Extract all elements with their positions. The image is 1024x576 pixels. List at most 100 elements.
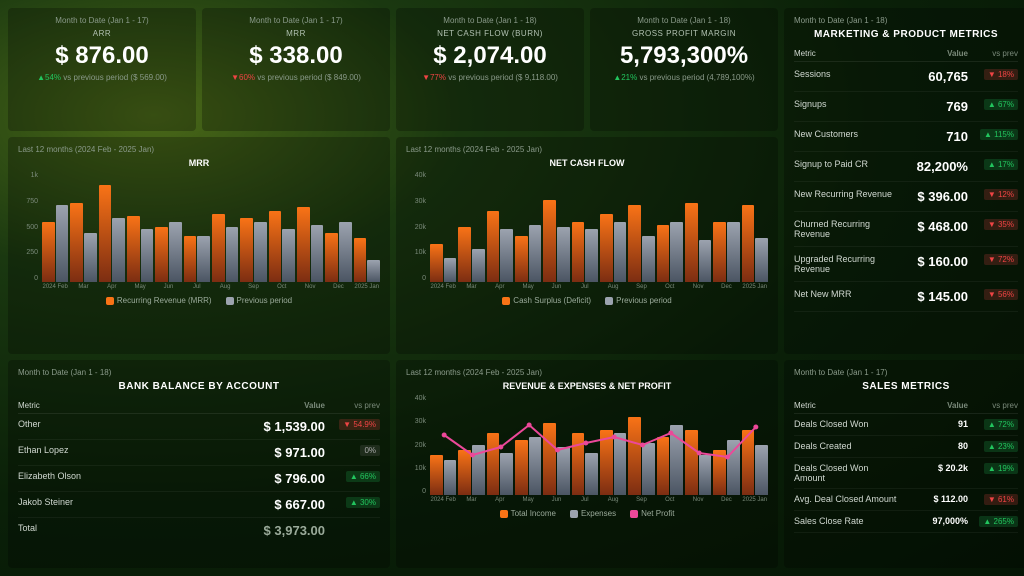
- table-row: New Customers710▲ 115%: [794, 122, 1018, 152]
- bar: [670, 222, 683, 283]
- delta-badge: ▲ 265%: [979, 516, 1018, 527]
- table-row: Other$ 1,539.00▼ 54.9%: [18, 414, 380, 440]
- table-row: Churned Recurring Revenue$ 468.00▼ 35%: [794, 212, 1018, 247]
- bar: [628, 205, 641, 282]
- bar: [529, 225, 542, 282]
- bar: [727, 222, 740, 283]
- bar: [529, 437, 542, 495]
- bar: [685, 203, 698, 282]
- bar: [444, 460, 457, 495]
- delta-badge: ▲ 23%: [984, 441, 1018, 452]
- bar: [127, 216, 140, 282]
- triangle-up-icon: ▲: [37, 73, 45, 82]
- table-row: Jakob Steiner$ 667.00▲ 30%: [18, 492, 380, 518]
- revenue-chart: Last 12 months (2024 Feb - 2025 Jan) REV…: [396, 360, 778, 568]
- bar: [585, 453, 598, 495]
- bar: [184, 236, 197, 282]
- table-row: Signups769▲ 67%: [794, 92, 1018, 122]
- bar: [657, 225, 670, 282]
- bar: [713, 450, 726, 495]
- delta-badge: ▲ 67%: [984, 99, 1018, 110]
- bar: [472, 249, 485, 282]
- bar: [444, 258, 457, 282]
- period-label: Month to Date (Jan 1 - 17): [18, 16, 186, 25]
- bar: [699, 455, 712, 495]
- bar: [56, 205, 69, 282]
- bar: [339, 222, 352, 283]
- bar: [354, 238, 367, 282]
- bar: [84, 233, 97, 283]
- bar: [742, 430, 755, 495]
- bar: [311, 225, 324, 282]
- table-row: Signup to Paid CR82,200%▲ 17%: [794, 152, 1018, 182]
- marketing-metrics: Month to Date (Jan 1 - 18) MARKETING & P…: [784, 8, 1024, 354]
- bar: [699, 240, 712, 282]
- bar: [297, 207, 310, 282]
- mrr-chart: Last 12 months (2024 Feb - 2025 Jan) MRR…: [8, 137, 390, 354]
- bar: [500, 229, 513, 282]
- bar: [226, 227, 239, 282]
- table-row: Avg. Deal Closed Amount$ 112.00▼ 61%: [794, 489, 1018, 511]
- sales-table: MetricValuevs prev Deals Closed Won91▲ 7…: [794, 398, 1018, 533]
- delta-badge: ▼ 56%: [984, 289, 1018, 300]
- bar: [600, 430, 613, 495]
- legend-swatch-icon: [502, 297, 510, 305]
- bar: [600, 214, 613, 282]
- bar: [572, 433, 585, 495]
- bar: [155, 227, 168, 282]
- dashboard-grid: Month to Date (Jan 1 - 17) ARR $ 876.00 …: [8, 8, 1016, 568]
- bar: [713, 222, 726, 283]
- kpi-label: ARR: [18, 29, 186, 38]
- legend-swatch-icon: [605, 297, 613, 305]
- bar: [572, 222, 585, 283]
- table-row: Ethan Lopez$ 971.000%: [18, 440, 380, 466]
- bar: [543, 200, 556, 283]
- delta-badge: 0%: [360, 445, 380, 456]
- bar: [169, 222, 182, 283]
- bar: [141, 229, 154, 282]
- marketing-table: MetricValuevs prev Sessions60,765▼ 18%Si…: [794, 46, 1018, 312]
- bar: [70, 203, 83, 282]
- delta-badge: ▲ 30%: [346, 497, 380, 508]
- kpi-arr: Month to Date (Jan 1 - 17) ARR $ 876.00 …: [8, 8, 196, 131]
- legend-swatch-icon: [570, 510, 578, 518]
- bar: [685, 430, 698, 495]
- bar: [487, 211, 500, 283]
- table-row: Upgraded Recurring Revenue$ 160.00▼ 72%: [794, 247, 1018, 282]
- table-row: Net New MRR$ 145.00▼ 56%: [794, 282, 1018, 312]
- delta-badge: ▼ 12%: [984, 189, 1018, 200]
- kpi-ncf: Month to Date (Jan 1 - 18) NET CASH FLOW…: [396, 8, 584, 131]
- bar: [458, 227, 471, 282]
- bar: [557, 227, 570, 282]
- bar: [742, 205, 755, 282]
- delta-badge: ▼ 61%: [984, 494, 1018, 505]
- bar: [367, 260, 380, 282]
- bar: [269, 211, 282, 283]
- delta-badge: ▼ 18%: [984, 69, 1018, 80]
- table-row: Deals Created80▲ 23%: [794, 436, 1018, 458]
- bar: [458, 450, 471, 495]
- bank-balance: Month to Date (Jan 1 - 18) BANK BALANCE …: [8, 360, 390, 568]
- bar: [500, 453, 513, 495]
- delta-badge: ▼ 72%: [984, 254, 1018, 265]
- bar: [212, 214, 225, 282]
- bar: [515, 440, 528, 495]
- bar: [727, 440, 740, 495]
- bar: [543, 423, 556, 495]
- legend-swatch-icon: [226, 297, 234, 305]
- delta-badge: ▲ 19%: [984, 463, 1018, 474]
- bar: [197, 236, 210, 282]
- bar: [472, 445, 485, 495]
- bar: [240, 218, 253, 282]
- delta-badge: ▲ 72%: [984, 419, 1018, 430]
- bar: [325, 233, 338, 283]
- bar: [642, 236, 655, 282]
- table-row: Sales Close Rate97,000%▲ 265%: [794, 511, 1018, 533]
- kpi-delta: ▲54% vs previous period ($ 569.00): [18, 73, 186, 82]
- bar: [585, 229, 598, 282]
- bar: [515, 236, 528, 282]
- table-row: Deals Closed Won91▲ 72%: [794, 414, 1018, 436]
- delta-badge: ▲ 17%: [984, 159, 1018, 170]
- triangle-down-icon: ▼: [422, 73, 430, 82]
- bar: [254, 222, 267, 283]
